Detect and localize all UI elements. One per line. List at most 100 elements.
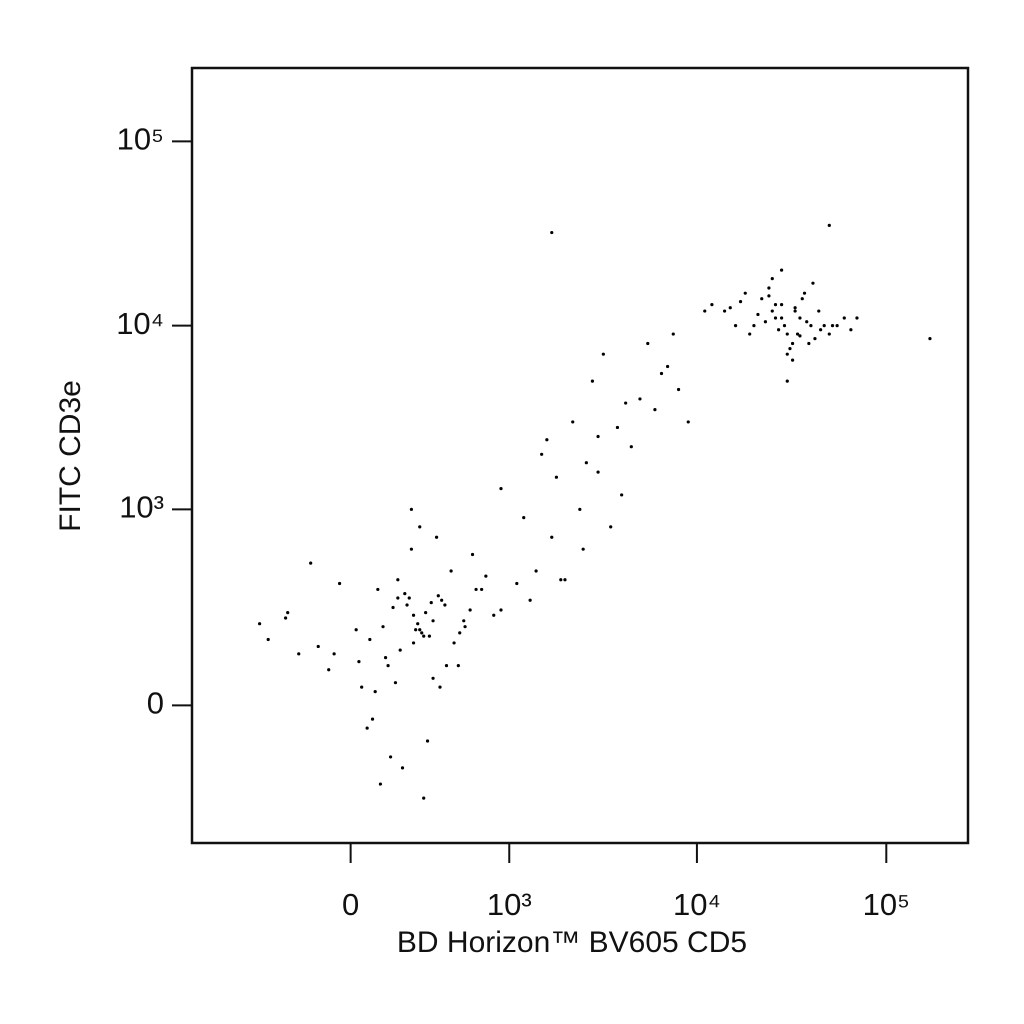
data-point	[928, 337, 932, 341]
data-point	[827, 223, 831, 227]
data-point	[743, 291, 747, 295]
data-point	[817, 309, 821, 313]
data-point	[436, 594, 440, 598]
data-point	[676, 387, 681, 392]
data-point	[405, 603, 409, 607]
data-point	[354, 628, 358, 632]
data-point	[767, 294, 771, 298]
data-point	[396, 578, 400, 582]
data-point	[316, 644, 320, 649]
data-point	[773, 316, 778, 320]
data-point	[773, 303, 778, 307]
data-point	[522, 516, 526, 520]
data-point	[666, 364, 670, 369]
data-point	[550, 230, 554, 235]
data-point	[571, 420, 575, 424]
data-point	[370, 717, 375, 721]
data-point	[416, 622, 420, 626]
data-point	[438, 685, 442, 689]
data-point	[811, 281, 815, 285]
data-point	[738, 300, 743, 304]
data-point	[492, 613, 496, 617]
data-point	[798, 334, 802, 338]
data-point	[790, 341, 795, 346]
y-tick-label: 0	[147, 686, 164, 721]
data-point	[756, 312, 760, 317]
data-point	[458, 631, 462, 635]
data-point	[332, 652, 336, 656]
data-point	[793, 309, 797, 313]
data-point	[452, 641, 456, 645]
data-point	[431, 619, 435, 623]
data-point	[578, 507, 582, 511]
data-point	[499, 486, 503, 491]
data-point	[793, 306, 797, 310]
data-point	[620, 493, 624, 497]
data-point	[266, 637, 270, 642]
data-point	[424, 610, 428, 615]
data-point	[779, 303, 784, 307]
data-point	[409, 547, 414, 551]
data-point	[624, 401, 628, 405]
data-point	[407, 596, 411, 600]
data-point	[767, 286, 771, 290]
data-point	[449, 569, 453, 573]
data-point	[748, 332, 752, 336]
data-point	[849, 328, 853, 332]
data-point	[515, 581, 519, 586]
data-point	[763, 320, 768, 324]
data-point	[770, 309, 774, 313]
data-point	[431, 676, 435, 680]
data-point	[420, 631, 424, 635]
data-point	[802, 291, 807, 295]
data-point	[422, 796, 426, 800]
data-point	[499, 608, 503, 612]
data-point	[400, 766, 405, 770]
data-point	[785, 352, 789, 356]
data-point	[297, 652, 301, 656]
data-point	[388, 755, 393, 759]
data-point	[434, 535, 439, 539]
data-point	[795, 332, 800, 336]
data-point	[813, 337, 817, 341]
data-point	[378, 782, 383, 786]
data-point	[411, 641, 416, 645]
data-point	[785, 379, 789, 383]
data-point	[790, 358, 795, 362]
x-tick-label: 0	[342, 887, 359, 922]
data-point	[752, 324, 756, 328]
data-point	[468, 608, 472, 612]
data-point	[414, 628, 418, 632]
data-point	[528, 598, 532, 602]
data-point	[309, 561, 313, 565]
data-point	[327, 668, 331, 672]
data-point	[728, 306, 732, 310]
x-tick-label: 10⁵	[863, 887, 910, 922]
data-point	[456, 664, 460, 668]
data-point	[798, 316, 802, 320]
data-point	[629, 445, 633, 449]
data-point	[554, 475, 559, 479]
data-point	[470, 552, 475, 557]
y-axis-label: FITC CD3e	[54, 380, 87, 532]
plot-frame	[190, 66, 970, 845]
data-point	[365, 726, 369, 730]
data-point	[425, 739, 430, 743]
data-point	[809, 324, 813, 328]
data-point	[373, 690, 377, 694]
data-point	[422, 634, 426, 638]
data-point	[286, 610, 290, 615]
y-tick-label: 10³	[119, 490, 164, 525]
data-point	[403, 592, 407, 596]
data-point	[782, 324, 787, 328]
data-point	[788, 347, 792, 351]
data-point	[440, 598, 444, 602]
data-point	[646, 341, 650, 346]
data-point	[484, 574, 488, 578]
data-point	[819, 328, 823, 332]
data-point	[822, 324, 826, 328]
data-point	[779, 268, 784, 272]
data-point	[596, 470, 600, 474]
data-point	[770, 276, 774, 281]
